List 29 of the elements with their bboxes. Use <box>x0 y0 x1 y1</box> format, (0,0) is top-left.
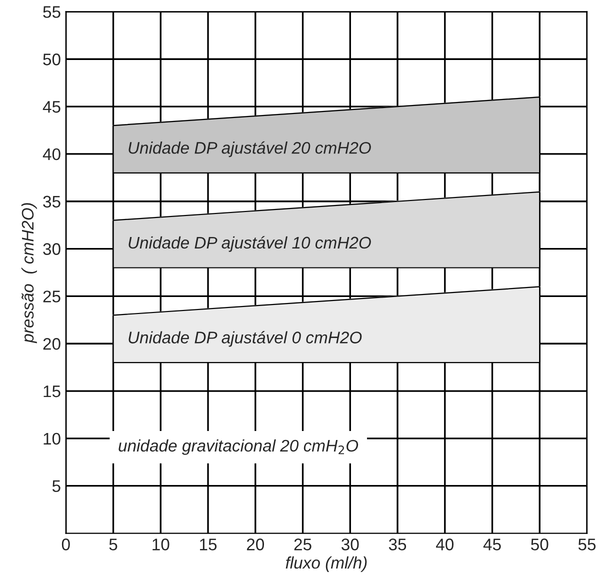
y-tick-label: 20 <box>43 338 60 350</box>
x-tick-label: 55 <box>578 538 596 550</box>
annotation: unidade gravitacional 20 cmH$_{2}$O <box>118 439 358 455</box>
x-tick-label: 25 <box>294 538 312 550</box>
y-tick-label: 45 <box>42 101 60 113</box>
y-tick-label: 15 <box>44 386 60 398</box>
series-label: Unidade DP ajustável 20 cmH2O <box>128 141 371 158</box>
x-tick-label: 45 <box>483 538 501 550</box>
y-axis-title: pressão ( cmH2O) <box>21 203 37 344</box>
x-axis-title: fluxo (ml/h) <box>286 556 367 572</box>
y-tick-label: 10 <box>44 432 60 445</box>
x-tick-label: 35 <box>388 538 406 550</box>
x-tick-label: 15 <box>200 538 217 550</box>
y-tick-label: 5 <box>52 480 60 492</box>
x-tick-label: 40 <box>436 538 454 550</box>
x-tick-label: 50 <box>531 538 548 550</box>
x-tick-label: 0 <box>62 538 70 550</box>
x-tick-label: 5 <box>109 538 118 550</box>
y-tick-label: 40 <box>42 148 60 160</box>
series-label: Unidade DP ajustável 10 cmH2O <box>128 236 371 252</box>
y-tick-label: 35 <box>43 196 60 208</box>
y-tick-label: 55 <box>43 6 60 18</box>
y-tick-label: 25 <box>43 290 60 302</box>
y-tick-label: 50 <box>43 54 60 66</box>
x-tick-label: 10 <box>152 538 170 550</box>
series-label: Unidade DP ajustável 0 cmH2O <box>128 331 362 347</box>
x-tick-label: 20 <box>246 538 264 550</box>
x-tick-label: 30 <box>342 538 359 550</box>
y-tick-label: 30 <box>43 243 60 255</box>
